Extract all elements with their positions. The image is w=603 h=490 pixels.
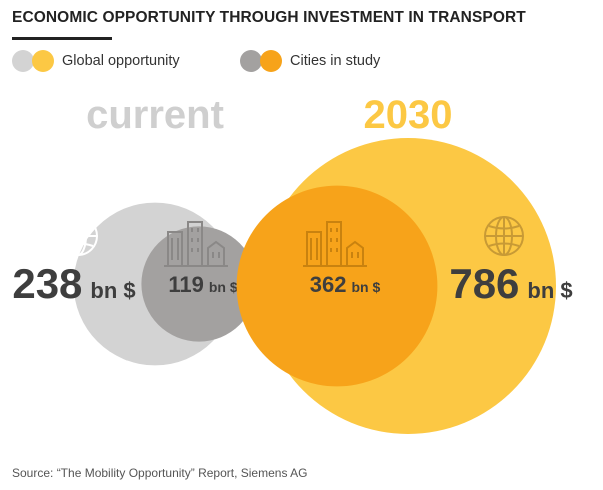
legend-cities-in-study: Cities in study [240, 50, 380, 72]
value-global-2030-number: 786 [449, 260, 519, 307]
value-cities-current: 119 bn $ [168, 272, 237, 297]
value-global-current-unit: bn $ [90, 278, 135, 303]
value-global-2030: 786 bn $ [449, 260, 572, 307]
legend-dot-cities-2030 [260, 50, 282, 72]
value-cities-2030-number: 362 [310, 272, 347, 297]
group-label-current: current [86, 93, 224, 137]
globe-icon-current [58, 216, 98, 256]
title-underline [12, 37, 112, 40]
bubble-cities-2030 [236, 185, 438, 387]
legend-label-cities: Cities in study [290, 53, 381, 69]
value-cities-current-number: 119 [168, 272, 204, 297]
value-cities-2030: 362 bn $ [310, 272, 381, 297]
source-note: Source: “The Mobility Opportunity” Repor… [12, 466, 308, 480]
value-global-2030-unit: bn $ [527, 278, 572, 303]
legend-swatch-global [12, 50, 54, 72]
legend-dot-cities-current [240, 50, 262, 72]
value-cities-2030-unit: bn $ [351, 279, 380, 295]
value-global-current-number: 238 [12, 260, 82, 307]
legend-label-global: Global opportunity [62, 53, 180, 69]
bubble-cities-current [141, 226, 257, 342]
globe-icon-2030 [484, 216, 524, 256]
group-label-2030: 2030 [364, 93, 453, 137]
value-cities-current-unit: bn $ [209, 279, 238, 295]
value-global-current: 238 bn $ [12, 260, 135, 307]
legend-dot-global-current [12, 50, 34, 72]
legend-global-opportunity: Global opportunity [12, 50, 180, 72]
legend-swatch-cities [240, 50, 282, 72]
legend-dot-global-2030 [32, 50, 54, 72]
chart-title: ECONOMIC OPPORTUNITY THROUGH INVESTMENT … [12, 9, 526, 26]
